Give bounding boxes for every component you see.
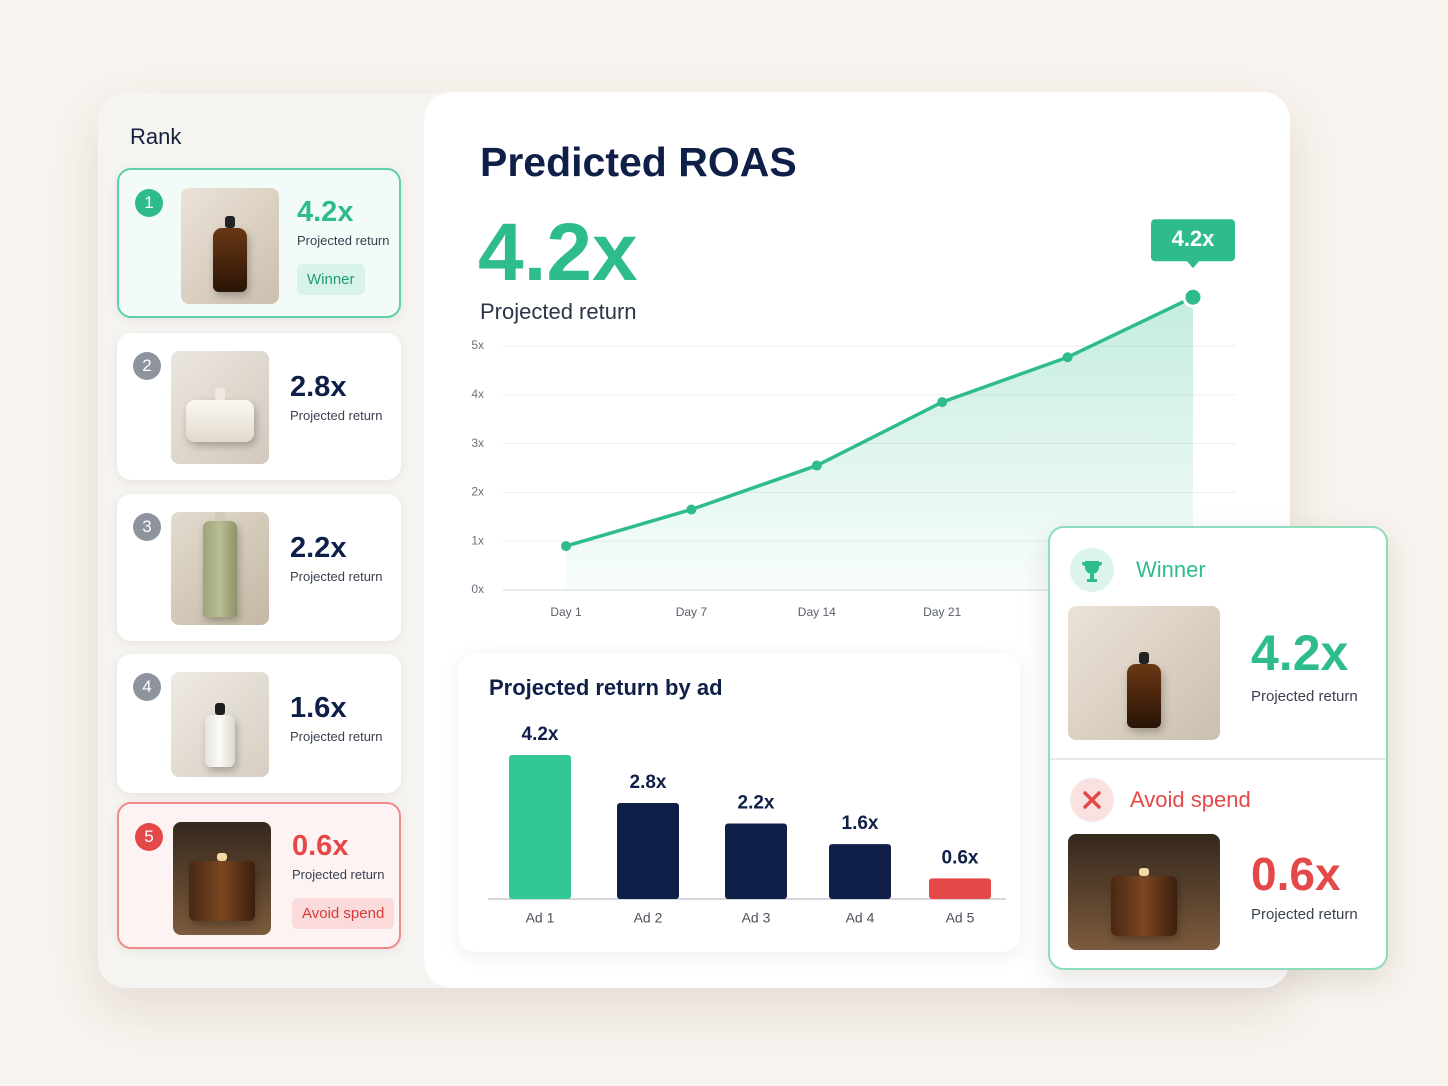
product — [205, 715, 235, 767]
x-tick-label: Day 21 — [923, 605, 961, 619]
main-value: 4.2x — [478, 207, 638, 298]
rank-caption: Projected return — [292, 867, 385, 882]
product-top — [215, 512, 225, 521]
bar — [509, 754, 571, 899]
summary-card: Winner 4.2x Projected return Avoid spend… — [1048, 526, 1388, 970]
rank-card: 1 4.2x Projected return Winner — [117, 168, 401, 318]
y-tick-label: 4x — [471, 387, 484, 401]
value-label: 2.8x — [630, 772, 667, 793]
product — [186, 400, 254, 442]
area — [566, 297, 1193, 590]
product-image — [171, 512, 269, 625]
y-tick-label: 0x — [471, 582, 484, 596]
product — [213, 228, 247, 292]
y-tick-label: 3x — [471, 436, 484, 450]
product-image — [171, 351, 269, 464]
bar — [617, 802, 679, 899]
product — [203, 521, 237, 617]
x-tick-label: Ad 3 — [742, 910, 771, 926]
rank-number: 4 — [133, 673, 161, 701]
rank-number: 1 — [135, 189, 163, 217]
rank-badge: Avoid spend — [292, 898, 395, 929]
winner-label: Winner — [1136, 557, 1206, 582]
main-title: Predicted ROAS — [480, 139, 797, 185]
product-image — [171, 672, 269, 777]
rank-badge: Winner — [297, 264, 365, 295]
point — [561, 541, 571, 552]
rank-card: 3 2.2x Projected return — [117, 494, 401, 641]
rank-number: 5 — [135, 823, 163, 851]
value-label: 0.6x — [942, 847, 979, 868]
rank-caption: Projected return — [290, 408, 383, 423]
product-image — [1068, 606, 1220, 740]
avoid-icon — [1070, 778, 1114, 822]
point — [686, 504, 697, 515]
product-image — [173, 822, 271, 935]
x-tick-label: Ad 1 — [526, 910, 555, 926]
value-label: 2.2x — [738, 793, 775, 814]
x-tick-label: Ad 5 — [946, 910, 975, 926]
line-chart: 0x 1x 2x 3x 4x 5x Day 1 Day 7 Day 14 Day 21 4.2x — [471, 219, 1235, 619]
bar — [929, 878, 991, 899]
product — [1111, 876, 1177, 936]
line — [565, 295, 1194, 548]
x-tick-label: Day 14 — [798, 605, 836, 619]
rank-card: 4 1.6x Projected return — [117, 654, 401, 793]
value-label: 4.2x — [522, 724, 559, 745]
product-top — [1139, 652, 1149, 664]
annotation: 4.2x — [1172, 226, 1216, 251]
rank-caption: Projected return — [290, 729, 383, 744]
product — [189, 861, 255, 921]
x-tick-label: Day 1 — [550, 605, 582, 619]
rank-value: 2.2x — [290, 532, 347, 564]
point — [811, 460, 822, 471]
avoid-value: 0.6x — [1251, 848, 1341, 900]
annotation-bubble — [1151, 219, 1235, 269]
rank-card: 5 0.6x Projected return Avoid spend — [117, 802, 401, 949]
product — [1127, 664, 1161, 728]
rank-value: 1.6x — [290, 692, 347, 724]
rank-value: 0.6x — [292, 830, 349, 862]
y-tick-label: 1x — [471, 533, 484, 547]
avoid-label: Avoid spend — [1130, 787, 1251, 812]
bar — [829, 844, 891, 899]
rank-number: 2 — [133, 352, 161, 380]
x-tick-label: Day 7 — [676, 605, 708, 619]
rank-caption: Projected return — [297, 233, 390, 248]
avoid-caption: Projected return — [1251, 906, 1358, 923]
trophy — [1082, 561, 1102, 582]
point — [1182, 286, 1204, 308]
trophy-icon — [1070, 548, 1114, 592]
product-top — [1139, 868, 1149, 876]
rank-value: 4.2x — [297, 196, 354, 228]
winner-value: 4.2x — [1251, 625, 1349, 681]
rank-value: 2.8x — [290, 371, 347, 403]
bar — [725, 823, 787, 899]
rank-card: 2 2.8x Projected return — [117, 333, 401, 480]
x-tick-label: Ad 2 — [634, 910, 663, 926]
rank-title: Rank — [130, 124, 182, 149]
product-top — [217, 853, 227, 861]
winner-caption: Projected return — [1251, 688, 1358, 705]
cross — [1083, 791, 1101, 809]
bar-chart-title: Projected return by ad — [489, 675, 723, 700]
product-top — [225, 216, 235, 228]
y-tick-label: 5x — [471, 338, 484, 352]
value-label: 1.6x — [842, 813, 879, 834]
divider — [1050, 758, 1386, 760]
rank-number: 3 — [133, 513, 161, 541]
bar-chart: Projected return by ad 4.2x Ad 1 2.8x Ad 2 2… — [488, 675, 1006, 926]
rank-caption: Projected return — [290, 569, 383, 584]
point — [937, 397, 948, 408]
product-top — [215, 388, 225, 400]
main-caption: Projected return — [480, 299, 637, 324]
product-image — [181, 188, 279, 304]
product-top — [215, 703, 225, 715]
point — [1062, 352, 1073, 363]
product-image — [1068, 834, 1220, 950]
x-tick-label: Ad 4 — [846, 910, 875, 926]
y-tick-label: 2x — [471, 485, 484, 499]
